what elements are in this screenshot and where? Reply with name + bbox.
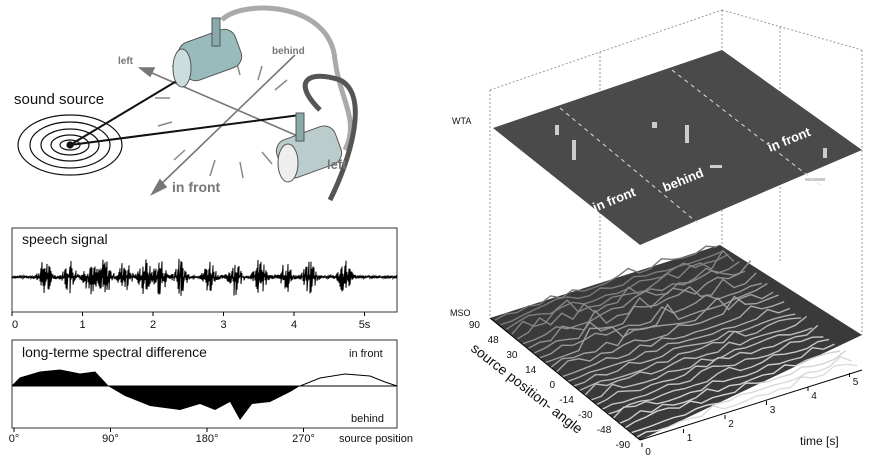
axis-label: source position [339, 433, 413, 445]
spectral-label: in front [349, 348, 383, 360]
diagram-label: sound source [14, 91, 104, 108]
angle-tick-label: -48 [597, 425, 612, 436]
panel-title: long-terme spectral difference [22, 344, 207, 360]
angle-tick-label: 30 [506, 350, 518, 361]
layer-label: WTA [452, 116, 471, 126]
x-tick-label: 4 [291, 319, 297, 331]
angle-tick-label: 48 [488, 335, 500, 346]
time-tick-label: 3 [770, 405, 776, 416]
time-tick-label: 1 [687, 433, 693, 444]
axis-label: time [s] [800, 434, 839, 448]
time-tick-label: 5 [853, 377, 859, 388]
spectral-axis: 0° 90° 180° 270° [9, 428, 315, 445]
diagram-label: left [118, 56, 134, 67]
layer-label: MSO [450, 308, 471, 318]
x-tick-label: 5s [359, 319, 371, 331]
x-tick-label: 1 [79, 319, 85, 331]
x-tick-label: 90° [102, 433, 119, 445]
x-tick-label: 0° [9, 433, 20, 445]
time-tick-label: 0 [645, 447, 651, 458]
x-tick-label: 180° [196, 433, 219, 445]
speech-axis: 0 1 2 3 4 5s [12, 312, 371, 331]
x-tick-label: 2 [150, 319, 156, 331]
figure: sound source left behind left in front s… [0, 0, 869, 462]
angle-tick-label: 0 [549, 380, 555, 391]
time-tick-label: 4 [811, 391, 817, 402]
angle-tick-label: 14 [525, 365, 537, 376]
x-tick-label: 3 [220, 319, 226, 331]
panel-title: speech signal [22, 231, 108, 247]
wta-surface [493, 50, 862, 245]
diagram-label: left [327, 157, 347, 172]
time-tick-label: 2 [728, 419, 734, 430]
spectral-label: behind [351, 413, 384, 425]
x-tick-label: 270° [292, 433, 315, 445]
diagram-label: in front [172, 179, 221, 195]
angle-tick-label: 90 [469, 320, 481, 331]
diagram-label: behind [272, 46, 305, 57]
x-tick-label: 0 [12, 319, 18, 331]
angle-tick-label: -90 [616, 440, 631, 451]
